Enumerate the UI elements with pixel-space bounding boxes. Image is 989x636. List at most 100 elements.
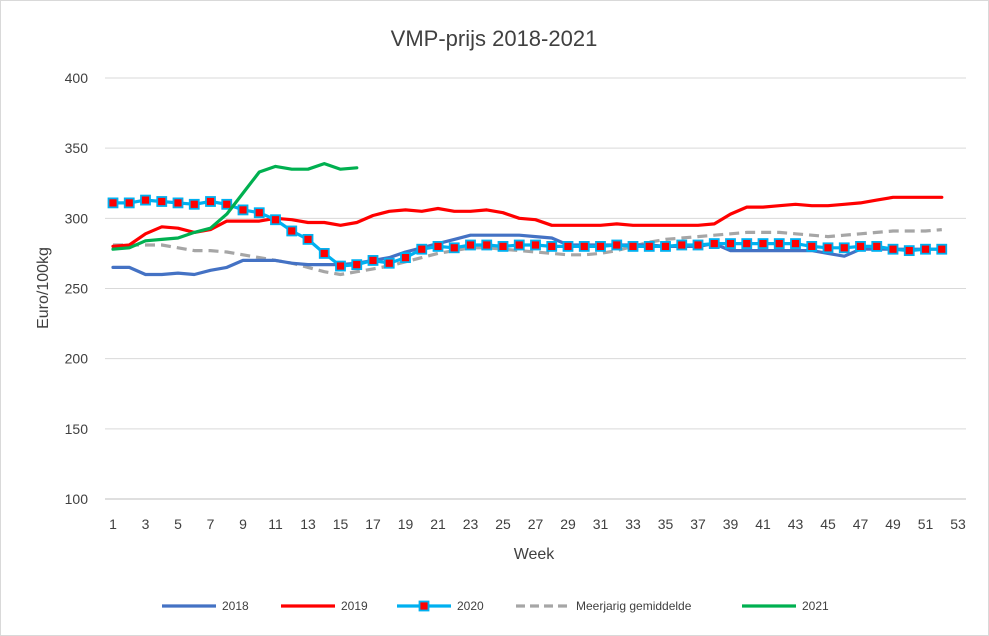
- x-tick-label: 41: [755, 516, 771, 532]
- x-tick-label: 47: [853, 516, 869, 532]
- x-tick-label: 3: [142, 516, 150, 532]
- series-2020-point: [302, 233, 314, 245]
- x-tick-label: 25: [495, 516, 511, 532]
- series-2020-point: [822, 242, 834, 254]
- series-2020-point: [741, 238, 753, 249]
- series-line-0: [111, 233, 944, 277]
- y-tick-label: 250: [65, 281, 89, 297]
- series-2020-point: [773, 238, 785, 249]
- series-2020-point: [871, 240, 883, 252]
- series-2020-point: [205, 196, 216, 207]
- series-2020-point: [643, 240, 655, 252]
- x-tick-label: 15: [333, 516, 349, 532]
- series-2020-point: [188, 198, 200, 210]
- series-2020-point: [270, 214, 281, 226]
- series-2020-point: [253, 207, 265, 219]
- series-2020-point: [107, 197, 119, 209]
- series-line-3: [113, 228, 942, 277]
- legend-label: Meerjarig gemiddelde: [576, 599, 692, 613]
- series-2020-point: [286, 225, 298, 237]
- series-2020-point: [497, 240, 509, 252]
- x-tick-label: 39: [723, 516, 739, 532]
- series-2020-point: [708, 238, 720, 249]
- legend-label: 2020: [457, 599, 484, 613]
- x-axis-label: Week: [514, 546, 556, 563]
- series-2020-point: [676, 239, 688, 251]
- series-2020-point: [351, 259, 363, 271]
- x-tick-label: 29: [560, 516, 576, 532]
- legend: 2018 2019 2020 Meerjarig gemiddelde 2021: [162, 599, 829, 613]
- x-tick-label: 19: [398, 516, 414, 532]
- legend-label: 2018: [222, 599, 249, 613]
- x-tick-label: 51: [918, 516, 934, 532]
- x-tick-label: 13: [300, 516, 316, 532]
- x-tick-label: 33: [625, 516, 641, 532]
- series-2020-point: [838, 242, 850, 254]
- series-lines: [107, 162, 948, 277]
- series-line-2: [111, 198, 944, 268]
- y-tick-label: 400: [65, 70, 89, 86]
- y-tick-label: 100: [65, 491, 89, 507]
- x-tick-label: 45: [820, 516, 836, 532]
- x-tick-label: 5: [174, 516, 182, 532]
- legend-label: 2019: [341, 599, 368, 613]
- x-tick-label: 37: [690, 516, 706, 532]
- series-2020-point: [757, 238, 769, 249]
- series-2020-point: [318, 248, 330, 259]
- series-2020-point: [237, 204, 249, 216]
- legend-marker: [418, 600, 430, 612]
- series-2020-point: [611, 239, 623, 251]
- series-2020-point: [383, 257, 395, 269]
- x-tick-label: 7: [207, 516, 215, 532]
- series-2020-point: [627, 240, 639, 252]
- x-tick-label: 35: [658, 516, 674, 532]
- y-tick-label: 300: [65, 210, 89, 226]
- x-tick-label: 21: [430, 516, 446, 532]
- series-2020-point: [400, 252, 411, 264]
- gridlines: [105, 77, 966, 500]
- x-tick-label: 43: [788, 516, 804, 532]
- series-2020-point: [903, 245, 915, 257]
- x-tick-label: 53: [950, 516, 966, 532]
- y-axis-ticks: 100 150 200 250 300 350 400: [65, 70, 89, 507]
- series-2020-point: [335, 260, 346, 272]
- series-2020-point: [806, 240, 818, 252]
- y-tick-label: 350: [65, 140, 89, 156]
- series-2020-point: [855, 240, 866, 252]
- series-2020-point: [172, 197, 184, 209]
- series-2020-point: [465, 239, 476, 251]
- x-tick-label: 49: [885, 516, 901, 532]
- x-tick-label: 1: [109, 516, 117, 532]
- series-2020-point: [562, 240, 574, 252]
- series-2020-point: [887, 243, 899, 255]
- series-2020-point: [530, 239, 541, 251]
- series-2020-point: [578, 240, 590, 252]
- series-2020-point: [513, 239, 525, 251]
- y-tick-label: 150: [65, 421, 89, 437]
- chart-title: VMP-prijs 2018-2021: [391, 26, 598, 51]
- series-2020-point: [660, 240, 671, 252]
- x-tick-label: 17: [365, 516, 381, 532]
- x-tick-label: 27: [528, 516, 544, 532]
- series-2020-point: [221, 198, 233, 210]
- series-2020-point: [546, 240, 558, 252]
- x-tick-label: 9: [239, 516, 247, 532]
- series-line-4: [111, 162, 359, 251]
- series-2020-point: [692, 239, 704, 251]
- x-tick-label: 23: [463, 516, 479, 532]
- series-2020-point: [156, 196, 168, 207]
- series-2020-point: [936, 243, 948, 255]
- y-tick-label: 200: [65, 351, 89, 367]
- series-2020-point: [123, 197, 135, 209]
- series-2020-point: [920, 243, 931, 255]
- x-axis-ticks: 1 3 5 7 9 11 13 15 17 19 21 23 25 27 29 31 33 35 37 39 41 43 4…: [109, 516, 966, 532]
- series-2020-point: [416, 243, 428, 255]
- series-line-1: [111, 195, 944, 248]
- series-2020-point: [432, 240, 444, 252]
- series-2020-point: [140, 194, 151, 206]
- y-axis-label: Euro/100kg: [35, 247, 52, 329]
- series-2020-point: [367, 255, 379, 266]
- series-2020-point: [725, 238, 736, 249]
